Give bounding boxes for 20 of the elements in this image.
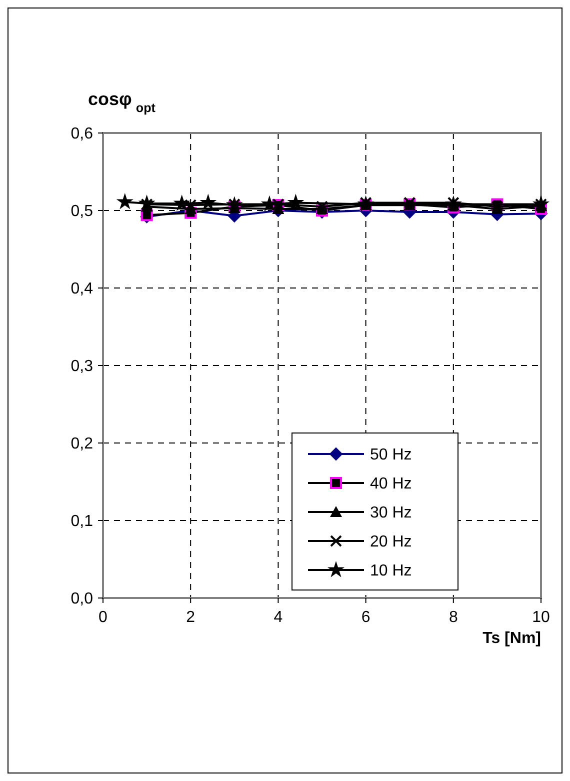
legend-label: 10 Hz (370, 562, 412, 580)
legend-label: 40 Hz (370, 476, 412, 493)
y-tick-label: 0,0 (70, 590, 94, 608)
y-tick-label: 0,6 (70, 126, 94, 143)
x-tick-label: 10 (532, 609, 550, 626)
x-tick-label: 2 (186, 609, 196, 626)
y-axis-title: cosφ$_{opt}$ (88, 89, 156, 115)
y-tick-label: 0,5 (70, 203, 94, 220)
y-tick-label: 0,1 (70, 513, 94, 530)
y-tick-label: 0,2 (70, 436, 94, 453)
x-tick-label: 8 (448, 609, 458, 626)
legend-label: 30 Hz (370, 504, 412, 522)
legend-label: 20 Hz (370, 534, 412, 551)
y-tick-label: 0,3 (70, 358, 94, 376)
x-tick-label: 0 (98, 609, 108, 626)
y-tick-label: 0,4 (70, 280, 94, 298)
x-tick-label: 4 (274, 609, 283, 626)
x-tick-label: 6 (361, 609, 370, 626)
legend-label: 50 Hz (370, 446, 412, 464)
x-axis-title: Ts [Nm] (482, 630, 541, 647)
